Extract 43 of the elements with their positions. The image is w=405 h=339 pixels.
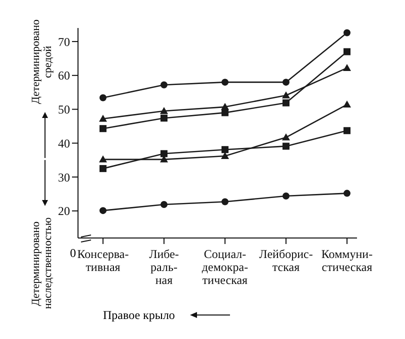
point [282, 192, 290, 200]
point [344, 48, 350, 56]
x-tick-label: Социал- демокра- тическая [202, 247, 248, 287]
point [282, 99, 290, 106]
y-tick-label: 60 [58, 68, 70, 83]
point [100, 165, 106, 172]
point [160, 150, 168, 158]
x-tick-label: Либе- раль- ная [149, 247, 179, 287]
text: 0 [70, 246, 76, 261]
point [344, 190, 350, 197]
point [99, 155, 107, 162]
y-tick-label: 50 [58, 102, 70, 117]
point [282, 142, 290, 150]
point [222, 109, 228, 116]
point [343, 100, 351, 108]
point [100, 94, 106, 102]
point [222, 146, 228, 154]
point [99, 114, 107, 122]
y-tick-label: 30 [58, 170, 70, 184]
point [160, 114, 168, 122]
text: Правое крыло [103, 308, 175, 323]
point [344, 29, 350, 36]
point [282, 91, 290, 98]
point [282, 133, 290, 140]
point [222, 78, 228, 86]
point [100, 207, 106, 214]
point [160, 200, 168, 208]
text: Детерминировано средой [30, 18, 54, 106]
point [160, 106, 168, 114]
x-tick-label: Лейборис- тская [259, 247, 313, 274]
point [282, 78, 290, 86]
text: Детерминировано наследственностью [30, 216, 54, 312]
point [160, 81, 168, 88]
y-tick-label: 70 [58, 34, 70, 49]
point [221, 152, 229, 160]
y-tick-label: 20 [58, 204, 70, 218]
x-tick-label: Консерва- тивная [77, 247, 129, 274]
point [344, 127, 350, 134]
point [343, 64, 351, 71]
x-tick-label: Коммуни- стическая [321, 247, 373, 274]
point [222, 198, 228, 206]
point [100, 125, 106, 132]
y-tick-label: 40 [58, 136, 70, 150]
